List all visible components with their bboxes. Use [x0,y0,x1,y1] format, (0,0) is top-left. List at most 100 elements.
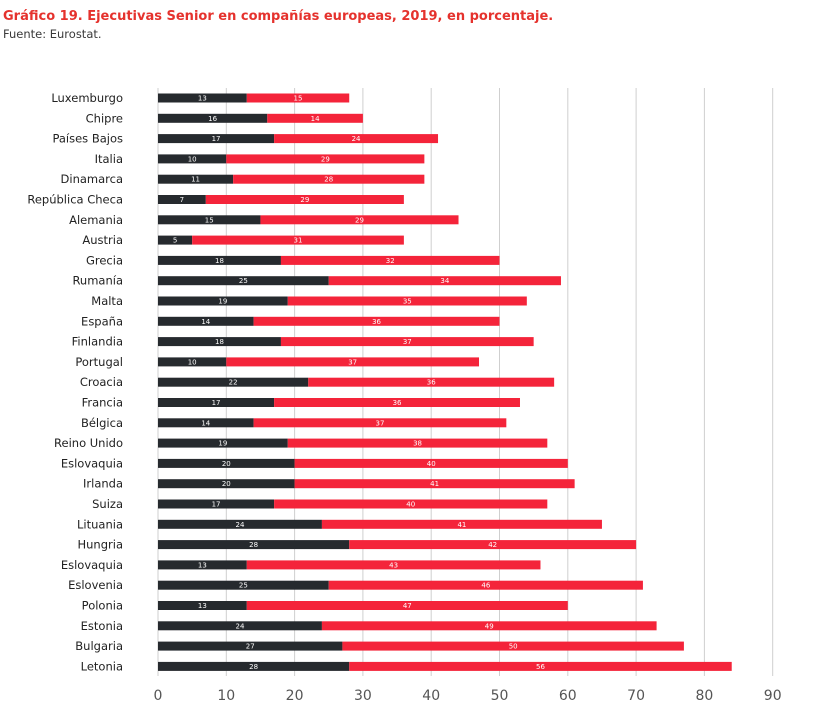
bar-segment-red [294,479,575,489]
data-label: 28 [249,663,258,671]
bar-segment-red [260,215,459,225]
data-label: 49 [485,622,494,630]
bar-segment-red [274,134,439,144]
data-label: 24 [352,135,361,143]
data-label: 19 [218,440,227,448]
bar-segment-red [226,154,425,164]
bar-segment-dark [158,337,281,347]
bar-segment-dark [158,479,295,489]
data-label: 18 [215,257,224,265]
bar-segment-red [205,195,404,204]
category-label: Croacia [80,375,123,389]
bar-segment-dark [158,519,322,529]
category-label: Eslovaquia [61,558,123,572]
data-label: 20 [222,480,231,488]
category-label: Alemania [69,213,123,227]
bar-segment-red [308,377,555,387]
data-label: 40 [427,460,436,468]
bar-segment-red [321,621,657,631]
bar-segment-red [253,316,500,326]
bar-segment-red [287,438,548,448]
data-label: 15 [294,95,303,103]
category-label: Bélgica [81,416,123,430]
bar-segment-dark [158,235,193,245]
data-label: 50 [509,643,518,651]
x-tick-label: 90 [764,688,782,704]
category-label: Estonia [81,619,123,633]
data-label: 29 [321,155,330,163]
data-label: 31 [294,237,303,245]
category-label: República Checa [27,193,123,207]
data-label: 14 [201,419,210,427]
bar-segment-dark [158,418,254,428]
data-label: 13 [198,602,207,610]
category-label: Reino Unido [54,436,123,450]
data-label: 36 [393,399,402,407]
chart-title: Gráfico 19. Ejecutivas Senior en compañí… [3,9,554,24]
chart-source: Fuente: Eurostat. [3,27,102,41]
bar-segment-dark [158,255,281,265]
x-tick-label: 10 [217,688,235,704]
category-label: Polonia [82,599,123,613]
data-label: 37 [376,419,385,427]
x-tick-label: 60 [559,688,577,704]
data-label: 19 [218,298,227,306]
x-tick-label: 0 [154,688,163,704]
data-label: 27 [246,643,255,651]
bar-segment-red [246,93,350,103]
data-label: 29 [355,216,364,224]
category-label: Luxemburgo [51,91,123,105]
bar-segment-dark [158,398,275,407]
category-label: Letonia [81,659,123,673]
category-label: Hungria [78,538,124,552]
bar-segment-red [274,398,520,407]
data-label: 14 [201,318,210,326]
bar-segment-dark [158,580,329,590]
bar-segment-dark [158,113,268,123]
bar-segment-dark [158,621,322,631]
category-label: Bulgaria [75,639,123,653]
bar-segment-red [349,661,732,671]
bar-segment-dark [158,438,288,448]
category-label: Portugal [75,355,123,369]
bar-segment-red [294,458,568,468]
data-label: 10 [188,155,197,163]
data-label: 29 [300,196,309,204]
category-label: Eslovenia [68,578,123,592]
category-label: España [81,314,123,328]
data-label: 40 [406,501,415,509]
data-label: 17 [212,501,221,509]
bar-segment-dark [158,316,254,326]
data-label: 18 [215,338,224,346]
bar-segment-dark [158,377,309,387]
bar-segment-red [233,174,425,184]
data-label: 32 [386,257,395,265]
bar-segment-red [328,276,561,286]
data-label: 13 [198,561,207,569]
category-label: Suiza [92,497,123,511]
data-label: 17 [212,399,221,407]
bar-segment-dark [158,601,247,610]
bar-segment-red [192,235,404,245]
bar-segment-dark [158,134,275,144]
data-label: 47 [403,602,412,610]
data-label: 35 [403,298,412,306]
data-label: 37 [403,338,412,346]
bar-segment-red [349,540,637,550]
x-axis-ticks: 0 10 20 30 40 50 60 70 80 90 [154,688,782,704]
bar-segment-red [280,255,500,265]
data-label: 43 [389,561,398,569]
x-tick-label: 20 [286,688,304,704]
bar-segment-dark [158,357,227,367]
data-label: 41 [457,521,466,529]
category-label: Chipre [86,111,123,125]
data-label: 42 [488,541,497,549]
bar-segment-red [328,580,643,590]
data-label: 17 [212,135,221,143]
category-label: Finlandia [72,335,123,349]
bar-segment-dark [158,458,295,468]
bar-segment-dark [158,174,234,184]
data-label: 28 [249,541,258,549]
bar-segment-red [253,418,507,428]
